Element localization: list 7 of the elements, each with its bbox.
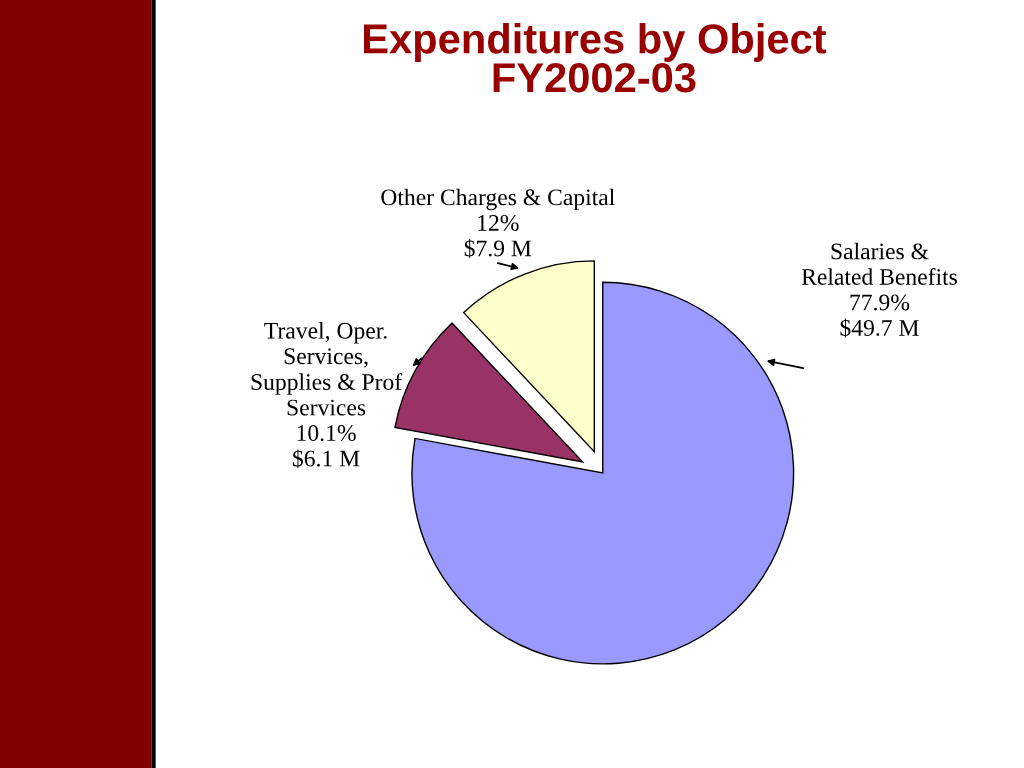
- chart-title: Expenditures by Object FY2002-03: [364, 23, 827, 93]
- data-label: 77.9% $49.7 M: [840, 294, 919, 338]
- data-label: 10.1% $6.1 M: [292, 425, 360, 469]
- data-label: 12% $7.9 M: [464, 214, 532, 258]
- slice-label: Travel, Oper. Services, Supplies & Prof Services: [251, 322, 403, 416]
- slice-label: Other Charges & Capital: [381, 188, 615, 211]
- slice-label: Salaries & Related Benefits: [801, 242, 957, 285]
